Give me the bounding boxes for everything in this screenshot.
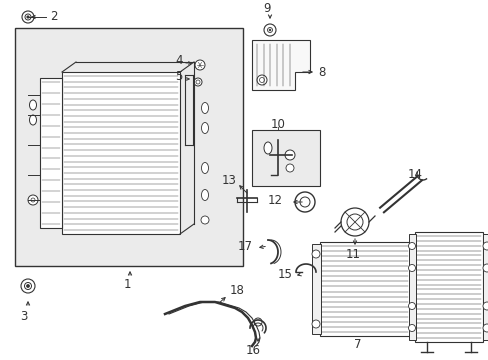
Bar <box>15 28 243 266</box>
Circle shape <box>311 250 319 258</box>
Bar <box>319 242 409 336</box>
Circle shape <box>21 279 35 293</box>
Text: 10: 10 <box>270 117 285 130</box>
Circle shape <box>31 198 35 202</box>
Text: 8: 8 <box>317 66 325 78</box>
Circle shape <box>409 250 417 258</box>
Circle shape <box>195 60 204 70</box>
Circle shape <box>26 284 29 288</box>
Circle shape <box>22 11 34 23</box>
Bar <box>409 244 417 334</box>
Text: 1: 1 <box>123 278 130 291</box>
Circle shape <box>346 214 362 230</box>
Text: 3: 3 <box>20 310 28 324</box>
Circle shape <box>299 197 309 207</box>
Circle shape <box>264 24 275 36</box>
Ellipse shape <box>201 162 208 174</box>
Circle shape <box>27 16 29 18</box>
Text: 11: 11 <box>345 248 360 261</box>
Circle shape <box>482 302 488 310</box>
Ellipse shape <box>264 142 271 154</box>
Circle shape <box>201 216 208 224</box>
Circle shape <box>268 29 270 31</box>
Ellipse shape <box>29 115 37 125</box>
Text: 15: 15 <box>278 267 292 280</box>
Text: 9: 9 <box>263 1 270 14</box>
Circle shape <box>340 208 368 236</box>
Circle shape <box>25 14 31 20</box>
Bar <box>408 234 415 340</box>
Ellipse shape <box>29 100 37 110</box>
Circle shape <box>267 27 272 32</box>
Circle shape <box>407 243 415 249</box>
Bar <box>251 130 319 186</box>
Circle shape <box>482 324 488 332</box>
Bar <box>62 72 180 234</box>
Text: 16: 16 <box>245 343 260 356</box>
Circle shape <box>194 78 202 86</box>
Circle shape <box>285 150 294 160</box>
Ellipse shape <box>201 122 208 134</box>
Circle shape <box>196 80 200 84</box>
Circle shape <box>407 265 415 271</box>
Text: 2: 2 <box>50 10 58 23</box>
Circle shape <box>409 320 417 328</box>
Circle shape <box>294 192 314 212</box>
Circle shape <box>482 264 488 272</box>
Text: 12: 12 <box>267 194 283 207</box>
Circle shape <box>407 324 415 332</box>
Circle shape <box>257 75 266 85</box>
Bar <box>40 78 62 228</box>
Circle shape <box>482 242 488 250</box>
Ellipse shape <box>201 103 208 113</box>
Bar <box>311 244 320 334</box>
Circle shape <box>24 283 31 289</box>
Circle shape <box>259 77 264 82</box>
Bar <box>482 234 488 340</box>
Ellipse shape <box>201 189 208 201</box>
Circle shape <box>253 318 262 326</box>
Circle shape <box>407 302 415 310</box>
Text: 14: 14 <box>407 168 422 181</box>
Bar <box>414 232 482 342</box>
Text: 18: 18 <box>229 284 244 297</box>
Circle shape <box>28 195 38 205</box>
Text: 13: 13 <box>222 174 236 186</box>
Polygon shape <box>251 40 309 90</box>
Circle shape <box>311 320 319 328</box>
Text: 4: 4 <box>175 54 182 68</box>
Text: 7: 7 <box>353 338 361 351</box>
Circle shape <box>285 164 293 172</box>
Text: 5: 5 <box>175 71 182 84</box>
Text: 17: 17 <box>238 239 252 252</box>
